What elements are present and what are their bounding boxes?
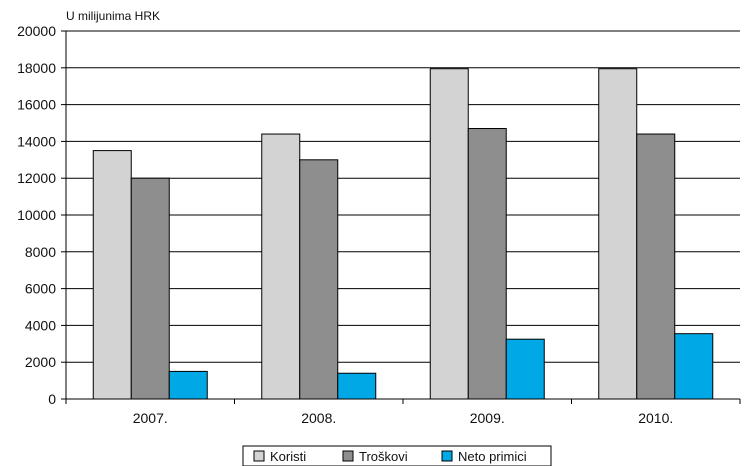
bar-koristi-1 [261, 133, 301, 400]
y-tick-label: 18000 [17, 60, 56, 76]
y-tick-label: 0 [48, 391, 56, 407]
x-tick-label: 2010. [638, 410, 673, 426]
y-tick-label: 20000 [17, 23, 56, 39]
legend-swatch [441, 450, 453, 462]
legend-swatch [253, 450, 265, 462]
axes [65, 31, 741, 404]
y-tick-label: 6000 [25, 281, 56, 297]
bar-koristi-3 [598, 68, 638, 400]
y-tick-label: 8000 [25, 244, 56, 260]
y-tick-labels: 0 2000 4000 6000 8000 10000 12000 14000 16000 180… [17, 23, 56, 407]
x-tick-label: 2008. [301, 410, 336, 426]
y-tick-label: 2000 [25, 354, 56, 370]
bar-neto-primici-3 [674, 333, 714, 400]
legend-label: Koristi [270, 449, 306, 464]
x-tick-labels: 2007. 2008. 2009. 2010. [133, 410, 674, 426]
legend-label: Neto primici [458, 449, 527, 464]
x-tick-label: 2009. [470, 410, 505, 426]
bar-neto-primici-1 [337, 372, 377, 400]
legend-label: Troškovi [359, 449, 408, 464]
y-tick-label: 10000 [17, 207, 56, 223]
x-tick-label: 2007. [133, 410, 168, 426]
bar-neto-primici-0 [168, 370, 208, 400]
bar-koristi-2 [429, 68, 469, 400]
unit-label: U milijunima HRK [66, 9, 160, 23]
bars [92, 68, 714, 400]
legend: Koristi Troškovi Neto primici [242, 445, 552, 466]
y-tick-label: 14000 [17, 133, 56, 149]
y-tick-label: 12000 [17, 170, 56, 186]
bar-neto-primici-2 [505, 338, 545, 400]
y-tick-label: 4000 [25, 317, 56, 333]
bar-troskovi-1 [299, 159, 339, 400]
bar-troskovi-0 [130, 177, 170, 400]
legend-box [242, 445, 552, 466]
bar-koristi-0 [92, 150, 132, 400]
legend-swatch [342, 450, 354, 462]
bar-troskovi-3 [636, 133, 676, 400]
bar-troskovi-2 [467, 128, 507, 400]
y-tick-label: 16000 [17, 97, 56, 113]
